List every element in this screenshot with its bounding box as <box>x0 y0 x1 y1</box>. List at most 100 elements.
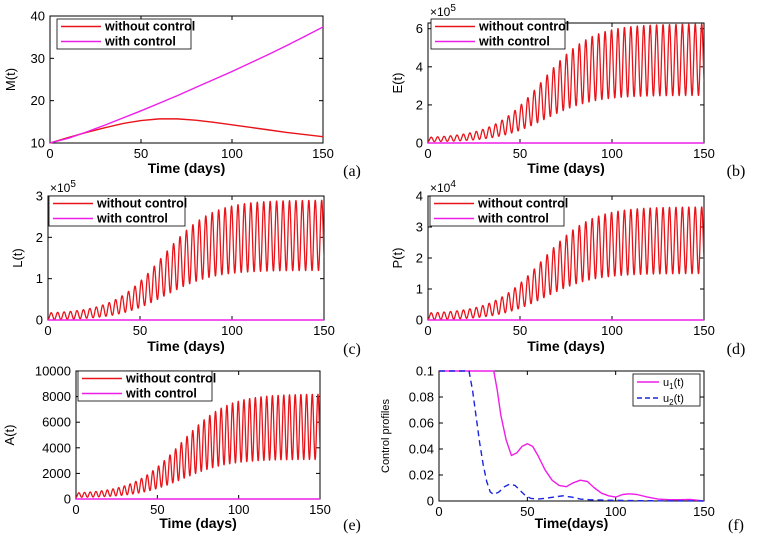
chart-panel-f: 0 50 100 150 0 0.02 0.04 0.06 0.08 0.1 Time(days) C… <box>380 364 744 535</box>
x-tick-label: 0 <box>46 146 53 161</box>
y-axis-label: E(t) <box>390 73 405 94</box>
y-tick-label: 8000 <box>42 389 71 404</box>
axis-exponent-label: ×105 <box>50 179 76 195</box>
y-tick-label: 0.04 <box>409 442 434 457</box>
x-axis-label: Time (days) <box>527 338 605 354</box>
legend-box <box>48 195 186 227</box>
y-tick-label: 20 <box>31 93 45 108</box>
legend-entry-text: with control <box>104 35 176 49</box>
legend-box <box>77 370 213 402</box>
legend-entry-text: without control <box>477 197 568 211</box>
legend-entry-text: without control <box>104 20 195 34</box>
legend-box <box>429 195 565 227</box>
y-tick-label: 10 <box>31 136 45 151</box>
x-tick-label: 0 <box>44 323 51 338</box>
x-tick-label: 150 <box>312 146 334 161</box>
series-line-first <box>50 118 323 144</box>
x-tick-label: 0 <box>435 504 442 519</box>
chart-panel-e: 0 50 100 150 0 2000 4000 6000 8000 10000 Time (day… <box>2 364 361 535</box>
panel-label: (f) <box>728 517 744 534</box>
y-axis-label: L(t) <box>10 248 25 268</box>
y-tick-label: 0.02 <box>409 468 434 483</box>
x-tick-label: 150 <box>693 323 715 338</box>
x-tick-label: 50 <box>150 502 164 517</box>
x-tick-label: 50 <box>133 323 147 338</box>
y-tick-label: 1 <box>36 271 43 286</box>
panel-label: (d) <box>727 341 746 358</box>
y-tick-label: 6000 <box>42 415 71 430</box>
y-tick-label: 4000 <box>42 440 71 455</box>
chart-panel-c: 0 50 100 150 0 1 2 3 ×105 Time (days) L(t) (c) witho… <box>10 179 361 358</box>
y-tick-label: 40 <box>31 9 45 24</box>
x-tick-label: 0 <box>424 323 431 338</box>
axes-frame <box>438 370 705 502</box>
series-line-second <box>50 26 323 144</box>
axis-exponent-label: ×105 <box>430 3 456 19</box>
series-line-first <box>428 23 704 143</box>
y-tick-label: 2 <box>36 230 43 245</box>
x-axis-label: Time (days) <box>148 160 226 176</box>
y-tick-label: 30 <box>31 51 45 66</box>
legend-entry-text: u2(t) <box>663 393 684 407</box>
x-axis-label: Time (days) <box>527 160 605 176</box>
chart-panel-a: 0 50 100 150 10 20 30 40 Time (days) M(t) (a) witho… <box>3 9 361 181</box>
series-line-second <box>439 370 704 502</box>
panel-label: (e) <box>343 517 361 534</box>
series-line-first <box>76 393 320 499</box>
y-axis-label: A(t) <box>2 425 17 446</box>
x-tick-label: 100 <box>601 323 623 338</box>
y-axis-label: Control profiles <box>380 399 392 473</box>
legend-entry-text: with control <box>96 212 168 226</box>
x-tick-label: 50 <box>520 504 534 519</box>
x-tick-label: 150 <box>313 323 335 338</box>
x-axis-label: Time (days) <box>147 338 225 354</box>
legend-box <box>632 373 701 407</box>
legend-entry-text: u1(t) <box>663 377 684 391</box>
x-tick-label: 50 <box>134 146 148 161</box>
y-tick-label: 0 <box>427 494 434 509</box>
panel-label: (a) <box>343 163 361 180</box>
x-tick-label: 150 <box>693 146 715 161</box>
legend-box <box>430 18 566 50</box>
y-tick-label: 2000 <box>42 466 71 481</box>
y-tick-label: 3 <box>416 220 423 235</box>
y-tick-label: 0 <box>416 136 423 151</box>
series-line-first <box>439 370 704 502</box>
series-line-first <box>428 206 704 321</box>
x-tick-label: 150 <box>309 502 331 517</box>
legend-entry-text: with control <box>125 387 197 401</box>
x-tick-label: 50 <box>513 146 527 161</box>
y-axis-label: P(t) <box>390 248 405 269</box>
y-axis-label: M(t) <box>3 68 18 91</box>
y-tick-label: 2 <box>416 251 423 266</box>
x-tick-label: 100 <box>221 323 243 338</box>
x-axis-label: Time(days) <box>535 515 609 531</box>
x-tick-label: 100 <box>221 146 243 161</box>
panel-label: (c) <box>343 341 361 358</box>
chart-panel-d: 0 50 100 150 0 1 2 3 4 ×104 Time (days) P(t) (d) with… <box>390 179 745 358</box>
x-tick-label: 0 <box>424 146 431 161</box>
legend-entry-text: without control <box>125 372 216 386</box>
axis-exponent-label: ×104 <box>430 179 456 195</box>
legend-entry-text: without control <box>96 197 187 211</box>
series-line-first <box>48 199 324 321</box>
legend-entry-text: without control <box>478 20 569 34</box>
x-tick-label: 50 <box>513 323 527 338</box>
legend-entry-text: with control <box>477 212 549 226</box>
y-tick-label: 6 <box>416 21 423 36</box>
panel-label: (b) <box>727 163 746 180</box>
chart-panel-b: 0 50 100 150 0 2 4 6 ×105 Time (days) E(t) (b) witho… <box>390 3 745 180</box>
y-tick-label: 0.08 <box>409 390 434 405</box>
y-tick-label: 0 <box>36 313 43 328</box>
y-tick-label: 0 <box>416 313 423 328</box>
y-tick-label: 1 <box>416 282 423 297</box>
y-tick-label: 0 <box>64 492 71 507</box>
x-tick-label: 100 <box>601 146 623 161</box>
x-tick-label: 100 <box>605 504 627 519</box>
legend-box <box>56 18 192 50</box>
